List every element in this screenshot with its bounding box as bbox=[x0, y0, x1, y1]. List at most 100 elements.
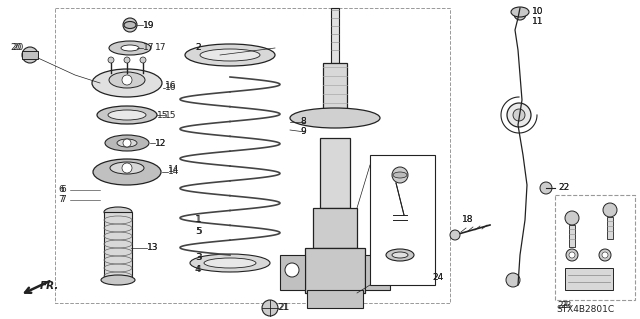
Text: 13: 13 bbox=[147, 243, 159, 253]
Text: 6: 6 bbox=[58, 186, 64, 195]
Text: 14: 14 bbox=[168, 167, 179, 176]
Text: 1: 1 bbox=[196, 216, 202, 225]
Text: 20: 20 bbox=[10, 43, 21, 53]
Ellipse shape bbox=[185, 44, 275, 66]
Text: 20: 20 bbox=[12, 43, 24, 53]
Circle shape bbox=[514, 8, 526, 20]
Circle shape bbox=[122, 75, 132, 85]
Ellipse shape bbox=[386, 249, 414, 261]
Circle shape bbox=[599, 249, 611, 261]
Text: STX4B2801C: STX4B2801C bbox=[556, 306, 614, 315]
Circle shape bbox=[566, 249, 578, 261]
Circle shape bbox=[569, 252, 575, 258]
Text: 24: 24 bbox=[432, 273, 444, 283]
Text: 21: 21 bbox=[278, 303, 289, 313]
Text: 5: 5 bbox=[195, 227, 201, 236]
Text: 15: 15 bbox=[157, 110, 168, 120]
Text: 23: 23 bbox=[560, 300, 572, 309]
Text: 24: 24 bbox=[432, 273, 444, 283]
Bar bbox=[569, 225, 575, 247]
Text: 15: 15 bbox=[165, 110, 177, 120]
Text: 5: 5 bbox=[196, 227, 202, 236]
Circle shape bbox=[450, 230, 460, 240]
Text: 8: 8 bbox=[300, 117, 306, 127]
Bar bbox=[370, 155, 435, 285]
Ellipse shape bbox=[109, 72, 145, 88]
Text: 2: 2 bbox=[195, 43, 200, 53]
Text: FR.: FR. bbox=[40, 281, 60, 291]
Text: 10: 10 bbox=[532, 8, 543, 17]
Ellipse shape bbox=[392, 252, 408, 258]
Text: 3: 3 bbox=[195, 254, 201, 263]
Bar bbox=[365, 255, 390, 290]
Text: 19: 19 bbox=[143, 20, 154, 29]
Circle shape bbox=[540, 182, 552, 194]
Text: 7: 7 bbox=[60, 196, 66, 204]
Circle shape bbox=[513, 109, 525, 121]
Text: 11: 11 bbox=[532, 18, 543, 26]
Ellipse shape bbox=[393, 172, 407, 178]
Ellipse shape bbox=[121, 45, 139, 51]
Bar bbox=[331, 8, 339, 63]
Text: 3: 3 bbox=[196, 254, 202, 263]
Circle shape bbox=[565, 211, 579, 225]
Text: 4: 4 bbox=[196, 265, 202, 275]
Bar bbox=[22, 51, 38, 59]
Bar bbox=[307, 290, 363, 308]
Ellipse shape bbox=[101, 275, 135, 285]
Circle shape bbox=[108, 57, 114, 63]
Text: 12: 12 bbox=[155, 138, 166, 147]
Text: 9: 9 bbox=[300, 128, 306, 137]
Ellipse shape bbox=[204, 258, 256, 268]
Text: 22: 22 bbox=[558, 183, 569, 192]
Ellipse shape bbox=[105, 135, 149, 151]
Text: 14: 14 bbox=[168, 166, 179, 174]
Circle shape bbox=[602, 252, 608, 258]
Circle shape bbox=[124, 57, 130, 63]
Bar bbox=[280, 255, 305, 290]
Text: 13: 13 bbox=[147, 243, 159, 253]
Circle shape bbox=[122, 163, 132, 173]
Text: 19: 19 bbox=[143, 20, 154, 29]
Text: 17: 17 bbox=[143, 43, 154, 53]
Bar bbox=[305, 248, 365, 293]
Ellipse shape bbox=[93, 159, 161, 185]
Bar bbox=[565, 268, 613, 290]
Text: 16: 16 bbox=[165, 80, 177, 90]
Circle shape bbox=[140, 57, 146, 63]
Ellipse shape bbox=[108, 110, 146, 120]
Text: 6: 6 bbox=[60, 186, 66, 195]
Text: 22: 22 bbox=[558, 183, 569, 192]
Ellipse shape bbox=[110, 162, 144, 174]
Ellipse shape bbox=[117, 139, 137, 147]
Text: 7: 7 bbox=[58, 196, 64, 204]
Text: 16: 16 bbox=[165, 84, 177, 93]
Bar bbox=[313, 208, 357, 248]
Text: 21: 21 bbox=[277, 303, 289, 313]
Text: 1: 1 bbox=[195, 216, 201, 225]
Ellipse shape bbox=[290, 108, 380, 128]
Bar bbox=[607, 217, 613, 239]
Circle shape bbox=[603, 203, 617, 217]
Ellipse shape bbox=[109, 41, 151, 55]
Text: 8: 8 bbox=[300, 117, 306, 127]
Ellipse shape bbox=[200, 49, 260, 61]
Circle shape bbox=[507, 103, 531, 127]
Bar bbox=[55, 8, 450, 303]
Ellipse shape bbox=[92, 69, 162, 97]
Ellipse shape bbox=[190, 254, 270, 272]
Circle shape bbox=[506, 273, 520, 287]
Text: 18: 18 bbox=[462, 216, 474, 225]
Text: 2: 2 bbox=[195, 43, 200, 53]
Circle shape bbox=[392, 167, 408, 183]
Bar bbox=[555, 195, 635, 300]
Circle shape bbox=[123, 139, 131, 147]
Circle shape bbox=[285, 263, 299, 277]
Text: 10: 10 bbox=[532, 8, 543, 17]
Circle shape bbox=[371, 263, 385, 277]
Bar bbox=[320, 138, 350, 208]
Text: 11: 11 bbox=[532, 18, 543, 26]
Ellipse shape bbox=[104, 207, 132, 217]
Circle shape bbox=[123, 18, 137, 32]
Text: 9: 9 bbox=[300, 128, 306, 137]
